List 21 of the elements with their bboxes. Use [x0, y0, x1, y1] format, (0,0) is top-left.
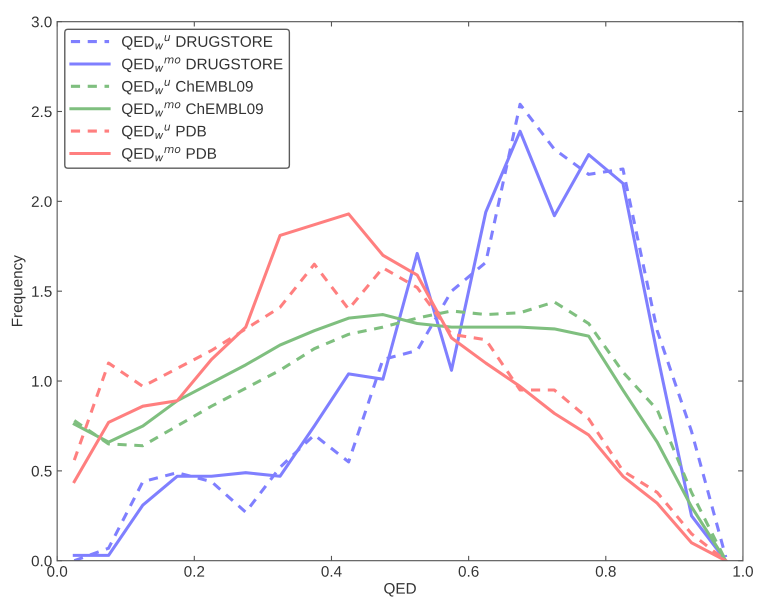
- y-tick-label: 1.5: [32, 286, 52, 297]
- legend-label: QED$_{w}$$^{u}$ ChEMBL09: [122, 80, 253, 94]
- y-axis-title: Frequency: [12, 255, 26, 326]
- x-tick-label: 0.2: [184, 566, 204, 577]
- legend-label: QED$_{w}$$^{u}$ PDB: [122, 124, 206, 140]
- x-axis-title: QED: [384, 583, 416, 597]
- x-tick-label: 0.4: [321, 566, 342, 577]
- x-tick-label: 0.6: [458, 566, 479, 577]
- x-tick-label: 0.0: [47, 566, 68, 577]
- legend-label: QED$_{w}$$^{mo}$ PDB: [122, 146, 216, 162]
- y-tick-label: 0.0: [32, 556, 52, 566]
- y-tick-label: 2.0: [32, 196, 52, 208]
- x-tick-label: 1.0: [733, 566, 753, 577]
- y-tick-label: 3.0: [32, 16, 52, 28]
- x-tick-label: 0.8: [596, 566, 616, 577]
- y-tick-label: 0.5: [32, 466, 52, 477]
- legend-label: QED$_{w}$$^{mo}$ ChEMBL09: [122, 102, 263, 117]
- legend-label: QED$_{w}$$^{mo}$ DRUGSTORE: [122, 57, 282, 72]
- y-tick-label: 1.0: [32, 376, 52, 387]
- legend-label: QED$_{w}$$^{u}$ DRUGSTORE: [122, 35, 272, 50]
- y-tick-label: 2.5: [32, 106, 52, 118]
